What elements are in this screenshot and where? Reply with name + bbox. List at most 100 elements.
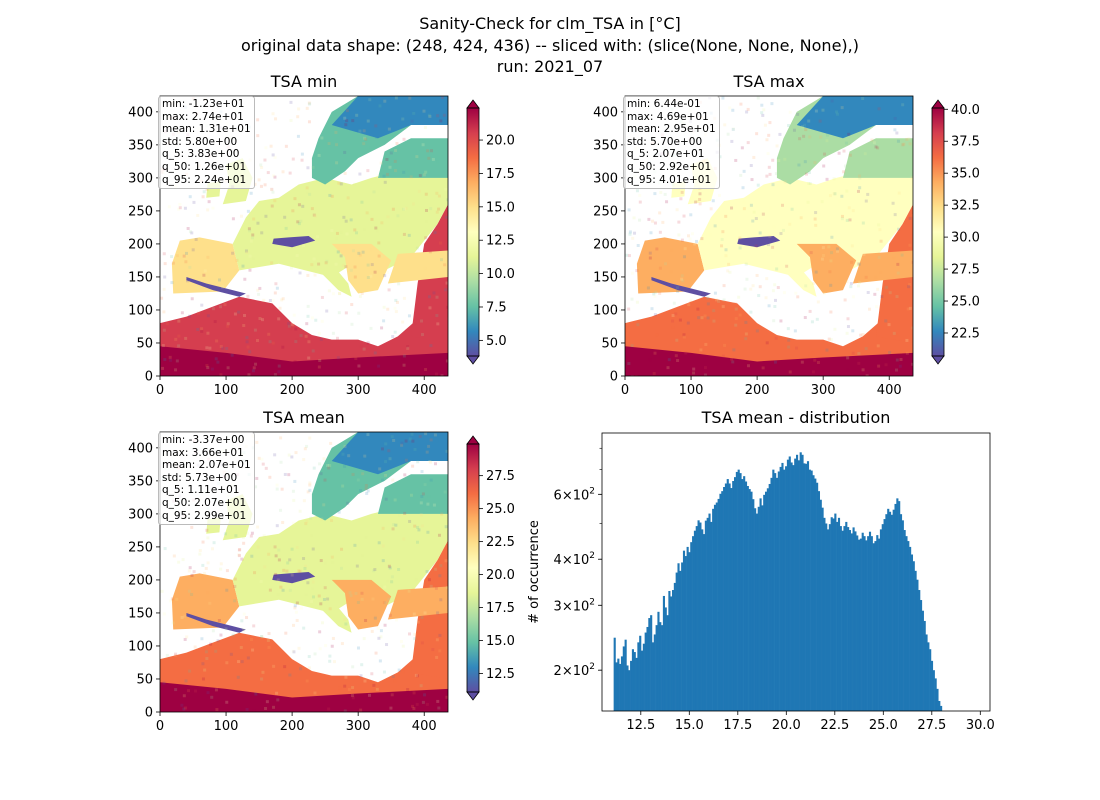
texture-dot bbox=[417, 528, 421, 532]
texture-dot bbox=[281, 170, 285, 174]
texture-dot bbox=[338, 292, 342, 296]
texture-dot bbox=[413, 524, 417, 528]
texture-dot bbox=[205, 528, 209, 532]
texture-dot bbox=[749, 164, 753, 168]
texture-dot bbox=[758, 231, 762, 235]
texture-dot bbox=[849, 285, 853, 289]
texture-dot bbox=[330, 228, 334, 232]
texture-dot bbox=[318, 359, 322, 363]
texture-dot bbox=[198, 552, 202, 556]
histogram-bar bbox=[781, 462, 784, 711]
histogram-bar bbox=[750, 491, 753, 711]
texture-dot bbox=[654, 290, 658, 294]
histogram-bar bbox=[914, 570, 917, 711]
texture-dot bbox=[439, 258, 443, 262]
texture-dot bbox=[205, 363, 209, 367]
texture-dot bbox=[248, 268, 252, 272]
texture-dot bbox=[250, 531, 254, 535]
texture-dot bbox=[837, 199, 841, 203]
texture-dot bbox=[425, 208, 429, 212]
histogram-bar bbox=[883, 519, 886, 711]
texture-dot bbox=[290, 322, 294, 326]
texture-dot bbox=[350, 694, 354, 698]
texture-dot bbox=[393, 330, 397, 334]
panel-title-distribution: TSA mean - distribution bbox=[701, 408, 891, 427]
texture-dot bbox=[243, 356, 247, 360]
x-tick-label: 400 bbox=[877, 383, 902, 398]
texture-dot bbox=[319, 602, 323, 606]
texture-dot bbox=[274, 282, 278, 286]
texture-dot bbox=[360, 591, 364, 595]
texture-dot bbox=[825, 177, 829, 181]
texture-dot bbox=[211, 629, 215, 633]
texture-dot bbox=[809, 251, 813, 255]
texture-dot bbox=[653, 294, 657, 298]
texture-dot bbox=[272, 664, 276, 668]
texture-dot bbox=[771, 158, 775, 162]
texture-dot bbox=[761, 212, 765, 216]
texture-dot bbox=[188, 195, 192, 199]
texture-dot bbox=[743, 287, 747, 291]
texture-dot bbox=[293, 197, 297, 201]
texture-dot bbox=[281, 297, 285, 301]
texture-dot bbox=[259, 184, 263, 188]
texture-dot bbox=[275, 524, 279, 528]
histogram-bar bbox=[704, 520, 707, 711]
texture-dot bbox=[351, 472, 355, 476]
texture-dot bbox=[734, 317, 738, 321]
texture-dot bbox=[712, 309, 716, 313]
histogram-bar bbox=[792, 465, 795, 711]
texture-dot bbox=[322, 597, 326, 601]
texture-dot bbox=[219, 633, 223, 637]
texture-dot bbox=[303, 566, 307, 570]
histogram-bar bbox=[905, 536, 908, 711]
texture-dot bbox=[237, 548, 241, 552]
texture-dot bbox=[351, 696, 355, 700]
histogram-bar bbox=[907, 541, 910, 711]
texture-dot bbox=[306, 581, 310, 585]
histogram-bar bbox=[763, 494, 766, 711]
texture-dot bbox=[721, 354, 725, 358]
texture-dot bbox=[183, 614, 187, 618]
texture-dot bbox=[168, 599, 172, 603]
texture-dot bbox=[895, 333, 899, 337]
figure-title-line-2: original data shape: (248, 424, 436) -- … bbox=[241, 36, 859, 55]
texture-dot bbox=[837, 151, 841, 155]
texture-dot bbox=[407, 589, 411, 593]
texture-dot bbox=[744, 262, 748, 266]
texture-dot bbox=[771, 183, 775, 187]
texture-dot bbox=[247, 373, 251, 376]
texture-dot bbox=[289, 100, 293, 104]
y-tick-label: 300 bbox=[593, 171, 618, 186]
texture-dot bbox=[249, 637, 253, 641]
texture-dot bbox=[162, 328, 166, 332]
histogram-bar bbox=[803, 463, 806, 711]
texture-dot bbox=[661, 220, 665, 224]
texture-dot bbox=[632, 216, 636, 220]
texture-dot bbox=[297, 222, 301, 226]
texture-dot bbox=[672, 301, 676, 305]
histogram-bar bbox=[879, 529, 883, 711]
texture-dot bbox=[202, 571, 206, 575]
texture-dot bbox=[771, 245, 775, 249]
texture-dot bbox=[283, 472, 287, 476]
map-frame bbox=[159, 95, 449, 377]
texture-dot bbox=[349, 268, 353, 272]
y-tick-label: 300 bbox=[128, 171, 153, 186]
texture-dot bbox=[307, 101, 311, 105]
texture-dot bbox=[394, 298, 398, 302]
histogram-bar bbox=[938, 700, 941, 711]
texture-dot bbox=[812, 281, 816, 285]
histogram-bar bbox=[854, 531, 857, 711]
texture-dot bbox=[291, 209, 295, 213]
texture-dot bbox=[421, 143, 425, 147]
texture-dot bbox=[320, 295, 324, 299]
texture-dot bbox=[281, 588, 285, 592]
texture-dot bbox=[186, 689, 190, 693]
texture-dot bbox=[840, 106, 844, 110]
texture-dot bbox=[630, 375, 634, 376]
texture-dot bbox=[277, 364, 281, 368]
texture-dot bbox=[245, 708, 249, 712]
colorbar-tick-label: 17.5 bbox=[486, 601, 515, 616]
